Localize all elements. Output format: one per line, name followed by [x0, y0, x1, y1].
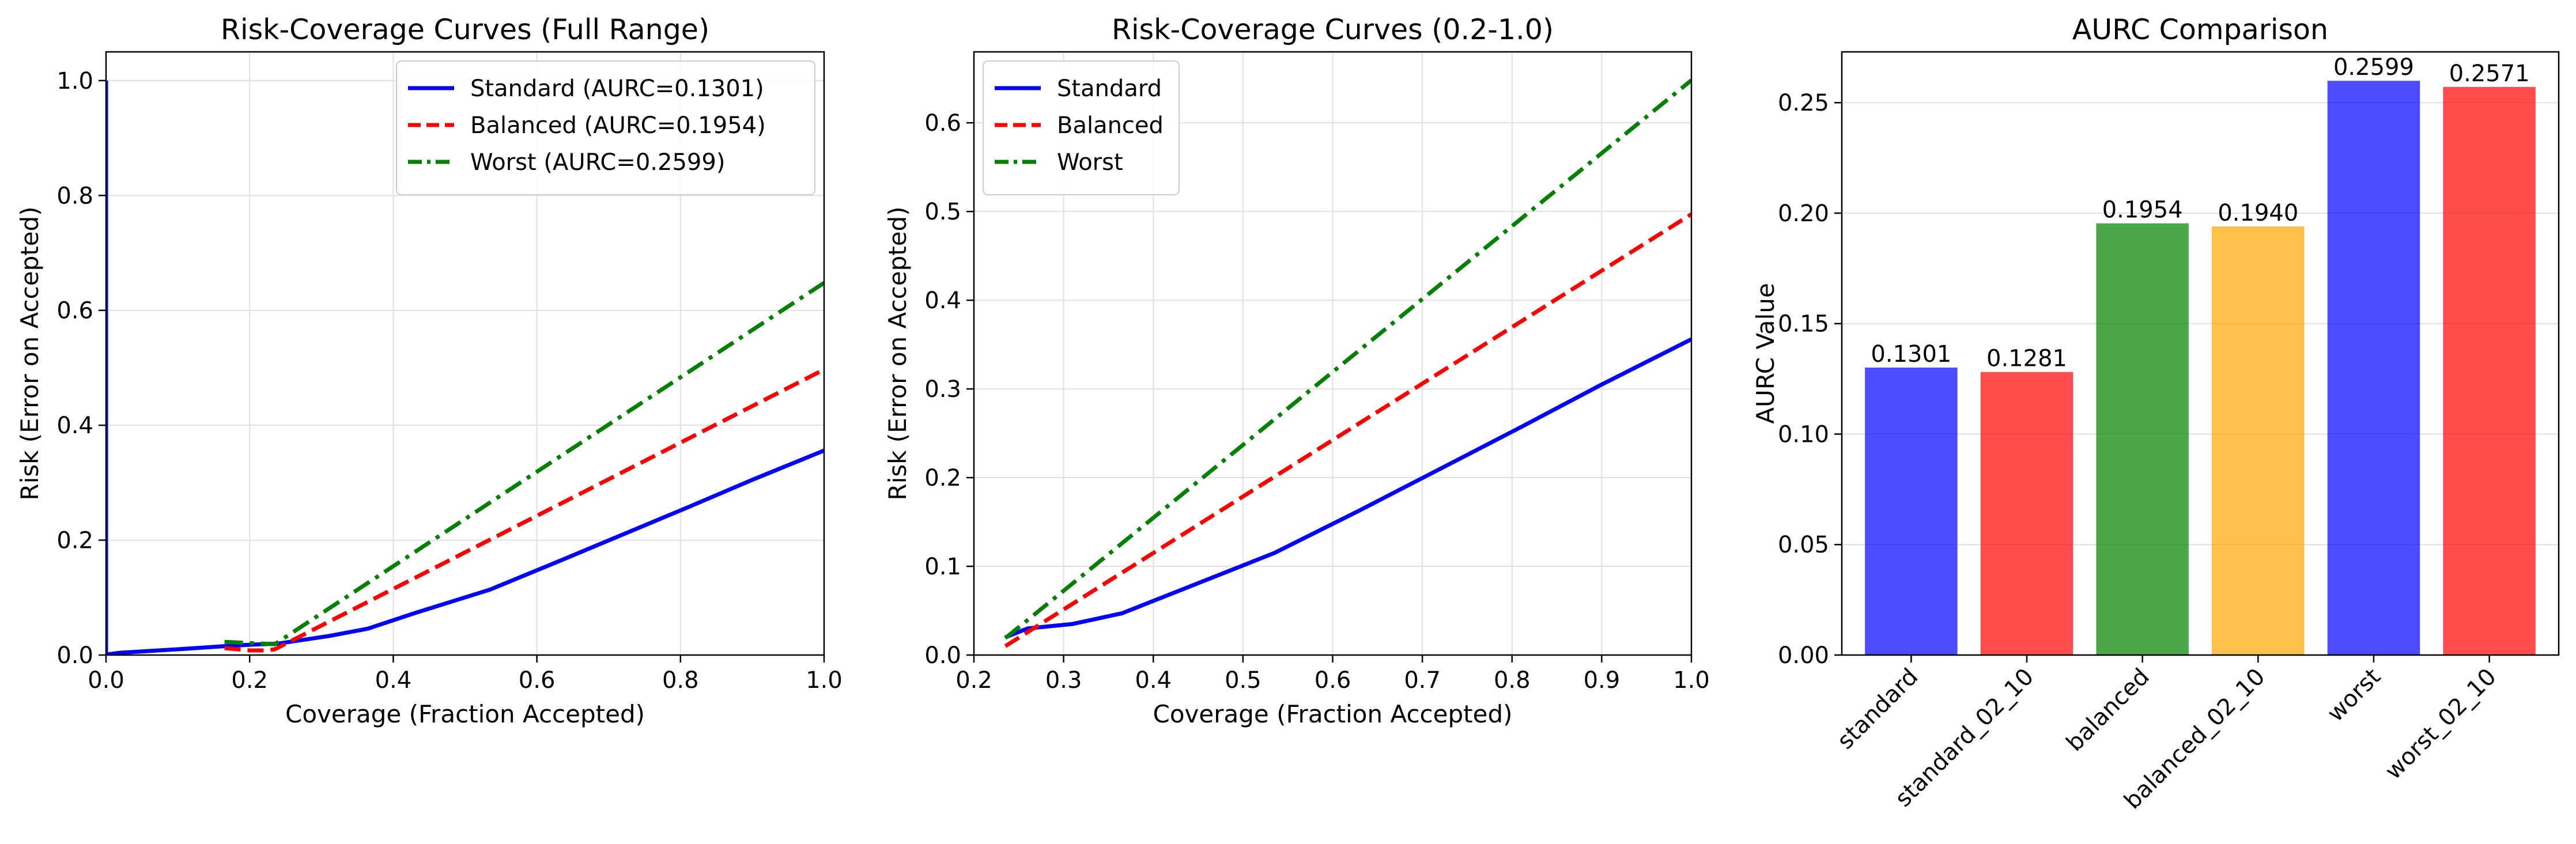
x-tick-label: 1.0	[1673, 667, 1710, 694]
series-line-standard	[1004, 337, 1691, 639]
y-tick-label: 0.2	[56, 528, 93, 554]
legend-entry: Standard (AURC=0.1301)	[470, 75, 764, 102]
y-tick-label: 0.3	[924, 376, 961, 403]
x-tick-label: 0.6	[1315, 667, 1351, 694]
bar-balanced	[2096, 223, 2189, 656]
series-line-balanced	[1004, 212, 1691, 648]
y-tick-label: 0.1	[924, 554, 961, 580]
x-tick-label: 0.4	[1135, 667, 1172, 694]
x-axis-label: Coverage (Fraction Accepted)	[285, 700, 645, 728]
y-tick-label: 0.4	[924, 287, 961, 314]
legend-entry: Balanced (AURC=0.1954)	[470, 112, 766, 139]
y-tick-label: 0.25	[1778, 90, 1829, 116]
legend-entry: Worst (AURC=0.2599)	[470, 149, 725, 176]
x-tick-label: worst_02_10	[2380, 664, 2502, 785]
legend-entry: Worst	[1057, 149, 1123, 176]
x-tick-label: 0.6	[519, 667, 556, 694]
series-line-worst	[224, 281, 824, 646]
bar-value-label: 0.1301	[1871, 341, 1951, 368]
x-tick-label: 0.8	[1494, 667, 1531, 694]
y-axis-label: Risk (Error on Accepted)	[16, 206, 44, 500]
x-tick-label: 0.9	[1584, 667, 1621, 694]
bar-standard_02_10	[1980, 372, 2073, 655]
y-tick-label: 0.10	[1778, 421, 1829, 448]
chart-title: AURC Comparison	[2072, 13, 2328, 46]
series-line-worst	[1004, 78, 1691, 640]
plot-area	[1842, 52, 2559, 655]
y-tick-label: 1.0	[56, 68, 93, 94]
series-line-balanced	[224, 368, 824, 653]
plot-frame	[973, 51, 1693, 656]
x-tick-label: 0.0	[88, 667, 124, 694]
x-tick-label: 0.4	[375, 667, 412, 694]
x-tick-label: 0.2	[955, 667, 992, 694]
bar-value-label: 0.1940	[2218, 200, 2298, 226]
bar-value-label: 0.1954	[2102, 197, 2183, 224]
x-tick-label: 0.7	[1404, 667, 1441, 694]
x-tick-label: 1.0	[806, 667, 843, 694]
bar-value-label: 0.1281	[1986, 346, 2067, 372]
bar-value-label: 0.2571	[2449, 60, 2530, 87]
x-tick-label: balanced	[2061, 664, 2155, 757]
bar-worst_02_10	[2443, 86, 2536, 655]
y-tick-label: 0.0	[56, 642, 93, 669]
y-tick-label: 0.4	[56, 412, 93, 439]
x-tick-label: 0.8	[662, 667, 699, 694]
x-tick-label: worst	[2322, 664, 2386, 727]
series-line-standard	[106, 80, 824, 655]
legend-entry: Balanced	[1057, 112, 1164, 139]
x-tick-label: 0.3	[1045, 667, 1082, 694]
legend-box	[396, 60, 815, 195]
y-tick-label: 0.15	[1778, 311, 1829, 338]
legend-entry: Standard	[1057, 75, 1162, 102]
y-tick-label: 0.0	[924, 642, 961, 669]
y-tick-label: 0.2	[924, 465, 961, 491]
plot-frame	[1841, 51, 2560, 656]
chart-title: Risk-Coverage Curves (0.2-1.0)	[1112, 13, 1554, 46]
y-tick-label: 0.00	[1778, 642, 1829, 669]
y-axis-label: Risk (Error on Accepted)	[883, 206, 912, 500]
y-tick-label: 0.05	[1778, 532, 1829, 558]
x-tick-label: standard	[1832, 664, 1923, 755]
chart-title: Risk-Coverage Curves (Full Range)	[221, 13, 709, 46]
plot-frame	[105, 51, 825, 656]
y-tick-label: 0.6	[924, 110, 961, 137]
y-tick-label: 0.20	[1778, 200, 1829, 227]
bar-worst	[2327, 81, 2420, 655]
bar-value-label: 0.2599	[2333, 54, 2414, 81]
y-tick-label: 0.5	[924, 199, 961, 225]
bar-balanced_02_10	[2212, 226, 2305, 655]
y-tick-label: 0.6	[56, 298, 93, 324]
y-axis-label: AURC Value	[1751, 283, 1780, 424]
bar-standard	[1865, 368, 1958, 655]
x-tick-label: 0.5	[1225, 667, 1261, 694]
y-tick-label: 0.8	[56, 183, 93, 209]
x-axis-label: Coverage (Fraction Accepted)	[1153, 700, 1513, 728]
x-tick-label: 0.2	[231, 667, 268, 694]
